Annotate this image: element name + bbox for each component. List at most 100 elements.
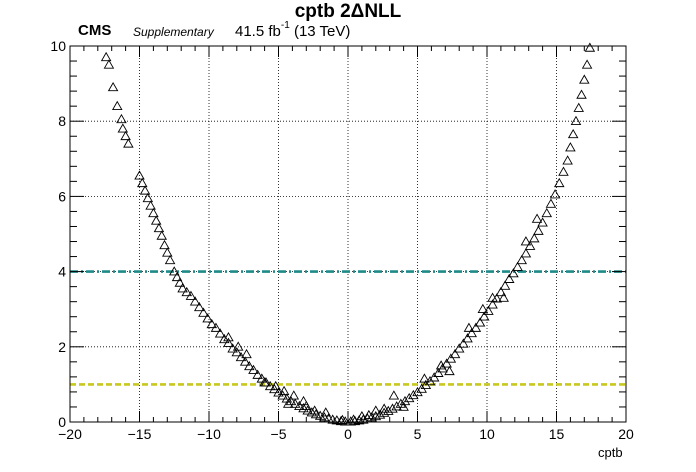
- data-point: [524, 240, 536, 250]
- x-tick-label: −15: [128, 426, 152, 442]
- data-point: [185, 290, 197, 300]
- reference-lines: [70, 270, 626, 386]
- data-point: [174, 277, 186, 287]
- experiment-label: CMS: [78, 22, 112, 39]
- data-point: [278, 385, 290, 395]
- data-point: [567, 128, 579, 139]
- data-point: [441, 358, 452, 368]
- data-point: [309, 405, 320, 415]
- data-point: [458, 338, 469, 348]
- axis-tick-labels: −20 −15 −10 −5 0 5 10 15 20 0 2 4 6 8 10: [50, 38, 634, 442]
- data-point: [244, 360, 255, 371]
- data-point: [520, 248, 532, 258]
- data-point: [358, 414, 369, 424]
- data-point: [189, 296, 201, 306]
- data-point: [145, 200, 156, 210]
- data-point: [570, 115, 582, 126]
- data-point: [139, 185, 151, 195]
- data-point: [214, 328, 226, 338]
- data-point: [162, 247, 173, 257]
- data-point: [403, 392, 415, 403]
- data-point: [499, 280, 511, 290]
- data-point: [445, 353, 457, 363]
- data-point: [298, 395, 309, 406]
- data-point: [466, 327, 477, 338]
- data-point: [512, 261, 523, 271]
- y-tick-label: 0: [58, 414, 66, 430]
- data-point: [111, 100, 123, 110]
- data-point: [202, 313, 213, 323]
- data-point: [235, 351, 247, 362]
- data-point: [366, 412, 377, 422]
- data-point: [337, 414, 348, 424]
- data-point: [123, 138, 134, 148]
- data-point: [378, 403, 390, 413]
- data-point: [349, 415, 361, 426]
- data-point: [387, 403, 398, 413]
- data-point: [388, 390, 400, 400]
- data-point: [252, 369, 263, 379]
- data-point: [463, 322, 475, 332]
- y-tick-label: 2: [58, 339, 66, 355]
- data-point: [487, 292, 498, 302]
- data-point: [241, 348, 252, 359]
- data-point: [270, 380, 281, 391]
- energy-label: (13 TeV): [293, 23, 351, 40]
- data-point: [150, 215, 162, 225]
- data-point: [116, 113, 127, 124]
- data-point: [363, 409, 375, 420]
- x-tick-label: −5: [271, 426, 287, 442]
- data-point: [142, 192, 154, 203]
- data-point: [100, 51, 112, 62]
- data-point: [117, 123, 129, 133]
- data-point: [477, 303, 489, 314]
- data-point: [533, 225, 544, 235]
- data-point: [248, 364, 259, 374]
- y-tick-label: 8: [58, 113, 66, 129]
- data-point: [298, 403, 309, 413]
- data-point: [148, 207, 159, 218]
- data-point: [444, 365, 455, 376]
- y-tick-label: 6: [58, 188, 66, 204]
- data-point: [219, 333, 230, 344]
- data-point: [391, 401, 402, 411]
- data-point: [558, 166, 569, 176]
- data-point: [584, 42, 596, 52]
- data-point: [320, 407, 332, 417]
- data-point: [231, 347, 243, 357]
- data-point: [156, 230, 168, 240]
- data-point: [562, 155, 573, 165]
- data-point: [516, 254, 528, 265]
- data-point: [301, 400, 312, 411]
- x-tick-label: 10: [479, 426, 495, 442]
- data-point: [153, 222, 165, 233]
- data-point: [134, 170, 145, 180]
- data-point: [453, 343, 465, 353]
- data-point: [348, 414, 359, 424]
- data-point: [545, 198, 557, 208]
- x-tick-label: −20: [58, 426, 82, 442]
- x-tick-label: 0: [344, 426, 352, 442]
- lumi-value: 41.5 fb: [235, 23, 281, 40]
- data-point: [383, 405, 394, 415]
- data-point: [198, 307, 209, 317]
- data-point: [193, 301, 205, 312]
- data-point: [137, 177, 148, 188]
- data-point: [549, 189, 561, 199]
- data-point: [223, 337, 234, 347]
- data-point: [408, 389, 419, 400]
- data-point: [508, 268, 519, 278]
- data-point: [498, 292, 509, 302]
- data-point: [478, 311, 490, 321]
- data-point: [107, 81, 119, 92]
- status-label: Supplementary: [133, 25, 214, 39]
- data-point: [239, 356, 251, 366]
- data-point: [573, 102, 585, 112]
- data-point: [470, 322, 482, 332]
- data-point: [181, 286, 193, 297]
- data-point: [412, 386, 423, 397]
- data-point: [168, 266, 180, 276]
- data-point: [435, 360, 447, 370]
- x-tick-label: −10: [197, 426, 221, 442]
